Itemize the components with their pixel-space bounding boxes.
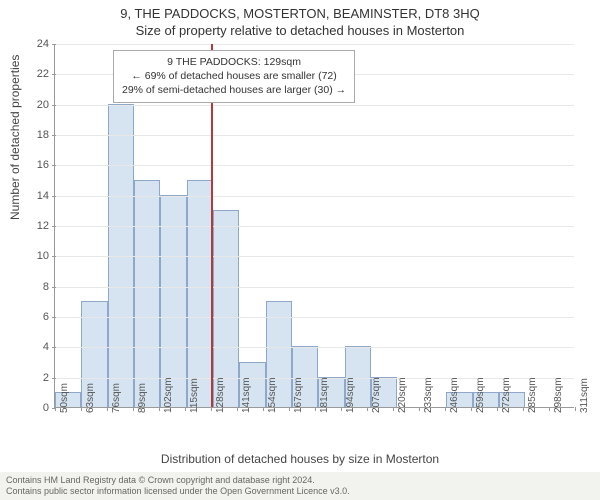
x-tick-mark — [55, 407, 56, 411]
x-tick-label: 272sqm — [501, 377, 512, 413]
y-tick-label: 4 — [43, 341, 55, 353]
y-tick-label: 24 — [37, 38, 55, 50]
x-tick-label: 207sqm — [371, 377, 382, 413]
x-tick-mark — [133, 407, 134, 411]
y-tick-label: 10 — [37, 250, 55, 262]
x-tick-mark — [575, 407, 576, 411]
x-tick-label: 259sqm — [475, 377, 486, 413]
x-tick-mark — [471, 407, 472, 411]
x-tick-label: 141sqm — [241, 377, 252, 413]
x-tick-mark — [393, 407, 394, 411]
histogram-bar — [108, 104, 134, 407]
x-tick-label: 246sqm — [449, 377, 460, 413]
page-title-subtitle: Size of property relative to detached ho… — [0, 21, 600, 38]
gridline — [55, 44, 574, 45]
y-tick-label: 20 — [37, 99, 55, 111]
x-axis-label: Distribution of detached houses by size … — [0, 452, 600, 466]
y-axis-label: Number of detached properties — [8, 55, 22, 220]
gridline — [55, 347, 574, 348]
page-title-address: 9, THE PADDOCKS, MOSTERTON, BEAMINSTER, … — [0, 0, 600, 21]
x-tick-mark — [289, 407, 290, 411]
x-tick-mark — [159, 407, 160, 411]
y-tick-label: 0 — [43, 402, 55, 414]
x-tick-label: 181sqm — [319, 377, 330, 413]
y-tick-label: 16 — [37, 159, 55, 171]
x-tick-mark — [185, 407, 186, 411]
callout-line2: ← 69% of detached houses are smaller (72… — [122, 69, 346, 83]
x-tick-mark — [237, 407, 238, 411]
x-tick-mark — [315, 407, 316, 411]
x-tick-label: 63sqm — [85, 383, 96, 413]
x-tick-mark — [367, 407, 368, 411]
gridline — [55, 226, 574, 227]
callout-line1: 9 THE PADDOCKS: 129sqm — [122, 55, 346, 69]
x-tick-label: 115sqm — [189, 378, 200, 413]
footer-line2: Contains public sector information licen… — [6, 486, 594, 497]
x-tick-label: 220sqm — [397, 377, 408, 413]
gridline — [55, 135, 574, 136]
x-tick-label: 102sqm — [163, 377, 174, 413]
x-tick-mark — [211, 407, 212, 411]
x-tick-label: 285sqm — [527, 377, 538, 413]
y-tick-label: 18 — [37, 129, 55, 141]
x-tick-label: 311sqm — [579, 378, 590, 413]
y-tick-label: 8 — [43, 281, 55, 293]
histogram-chart: 9 THE PADDOCKS: 129sqm ← 69% of detached… — [54, 44, 574, 408]
x-tick-mark — [445, 407, 446, 411]
footer-line1: Contains HM Land Registry data © Crown c… — [6, 475, 594, 486]
x-tick-label: 50sqm — [59, 383, 70, 413]
gridline — [55, 256, 574, 257]
x-tick-label: 76sqm — [111, 383, 122, 413]
gridline — [55, 317, 574, 318]
gridline — [55, 165, 574, 166]
x-tick-mark — [341, 407, 342, 411]
y-tick-label: 12 — [37, 220, 55, 232]
footer-attribution: Contains HM Land Registry data © Crown c… — [0, 472, 600, 500]
x-tick-label: 233sqm — [423, 377, 434, 413]
x-tick-label: 128sqm — [215, 377, 226, 413]
x-tick-mark — [263, 407, 264, 411]
histogram-bar — [187, 180, 213, 408]
x-tick-mark — [419, 407, 420, 411]
gridline — [55, 287, 574, 288]
x-tick-label: 154sqm — [267, 377, 278, 413]
x-tick-label: 89sqm — [137, 383, 148, 413]
x-tick-mark — [523, 407, 524, 411]
histogram-bar — [134, 180, 160, 408]
x-tick-label: 298sqm — [553, 377, 564, 413]
gridline — [55, 105, 574, 106]
y-tick-label: 14 — [37, 190, 55, 202]
y-tick-label: 22 — [37, 68, 55, 80]
callout-line3: 29% of semi-detached houses are larger (… — [122, 83, 346, 97]
property-callout: 9 THE PADDOCKS: 129sqm ← 69% of detached… — [113, 50, 355, 103]
x-tick-mark — [549, 407, 550, 411]
gridline — [55, 378, 574, 379]
gridline — [55, 196, 574, 197]
x-tick-label: 167sqm — [293, 377, 304, 413]
x-tick-label: 194sqm — [345, 377, 356, 413]
x-tick-mark — [497, 407, 498, 411]
x-tick-mark — [81, 407, 82, 411]
x-tick-mark — [107, 407, 108, 411]
y-tick-label: 6 — [43, 311, 55, 323]
y-tick-label: 2 — [43, 372, 55, 384]
